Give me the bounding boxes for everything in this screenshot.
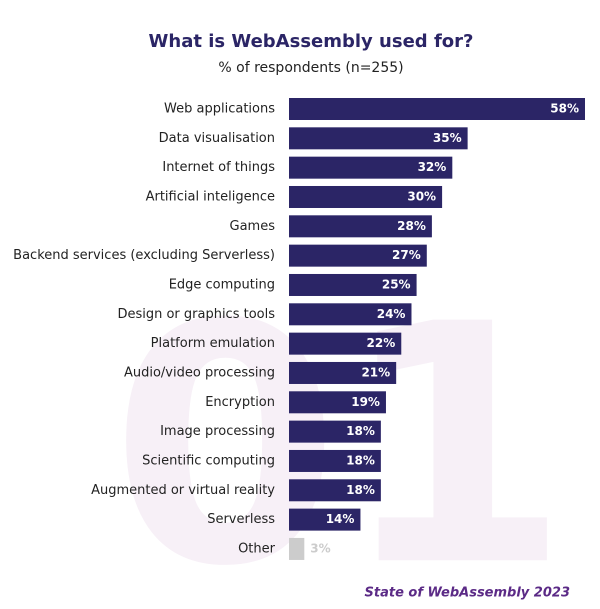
- bar: [289, 391, 386, 414]
- value-label: 19%: [351, 395, 380, 409]
- bar: [289, 479, 381, 502]
- bar: [289, 273, 417, 296]
- chart-subtitle: % of respondents (n=255): [218, 60, 403, 76]
- category-label: Platform emulation: [151, 336, 275, 351]
- source: State of WebAssembly 2023: [365, 586, 571, 601]
- category-label: Augmented or virtual reality: [91, 483, 275, 498]
- value-label: 18%: [346, 424, 375, 438]
- category-label: Artificial inteligence: [146, 189, 275, 204]
- value-label: 24%: [377, 307, 406, 321]
- category-label: Games: [230, 219, 276, 234]
- value-label: 58%: [550, 102, 579, 116]
- value-label: 28%: [397, 219, 426, 233]
- category-label: Encryption: [205, 395, 275, 410]
- value-label: 14%: [326, 512, 355, 526]
- category-label: Design or graphics tools: [117, 307, 275, 322]
- value-label: 21%: [361, 365, 390, 379]
- value-label: 22%: [367, 336, 396, 350]
- category-label: Scientific computing: [142, 453, 275, 468]
- value-label: 25%: [382, 277, 411, 291]
- bar: [289, 420, 381, 443]
- chart-title: What is WebAssembly used for?: [149, 31, 474, 52]
- category-label: Web applications: [164, 102, 275, 117]
- category-label: Backend services (excluding Serverless): [13, 248, 275, 263]
- category-label: Audio/video processing: [124, 365, 275, 380]
- bar: [289, 508, 361, 531]
- category-label: Edge computing: [169, 277, 275, 292]
- bar: [289, 156, 453, 179]
- category-label: Image processing: [160, 424, 275, 439]
- category-label: Other: [238, 541, 276, 556]
- bar: [289, 185, 443, 208]
- bar: [289, 361, 397, 384]
- value-label: 32%: [418, 160, 447, 174]
- bar: [289, 332, 402, 355]
- value-label: 3%: [310, 541, 330, 555]
- bar: [289, 303, 412, 326]
- category-label: Data visualisation: [159, 131, 275, 146]
- bar: [289, 537, 305, 560]
- bar: [289, 244, 427, 267]
- value-label: 18%: [346, 453, 375, 467]
- category-label: Internet of things: [162, 160, 275, 175]
- value-label: 27%: [392, 248, 421, 262]
- value-label: 35%: [433, 131, 462, 145]
- category-label: Serverless: [207, 512, 275, 527]
- bar: [289, 127, 468, 150]
- value-label: 30%: [407, 189, 436, 203]
- value-label: 18%: [346, 483, 375, 497]
- bar: [289, 449, 381, 472]
- bar: [289, 98, 585, 120]
- bar: [289, 215, 432, 238]
